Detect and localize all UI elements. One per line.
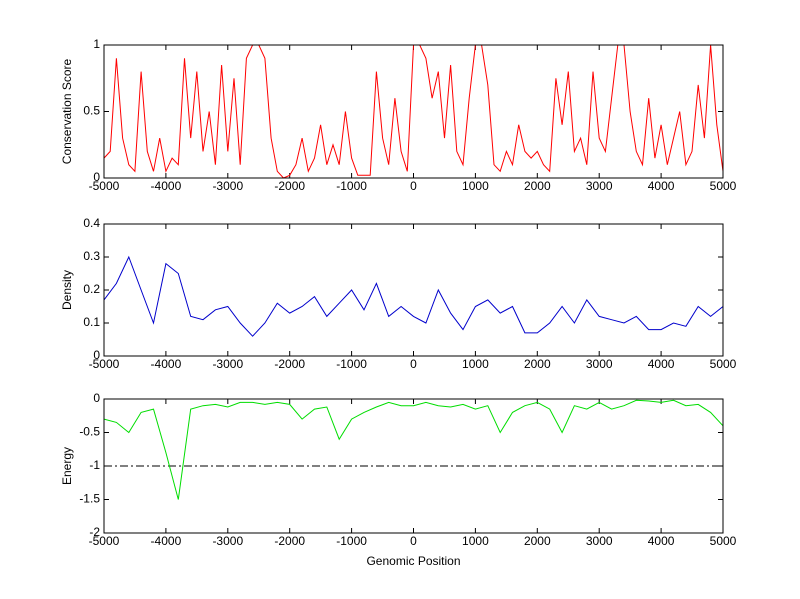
x-tick-label: -3000 [212, 179, 243, 193]
x-tick-label: 1000 [462, 357, 489, 371]
y-tick-label: 0 [93, 170, 100, 184]
y-tick-label: -0.5 [79, 425, 100, 439]
x-tick-label: 1000 [462, 179, 489, 193]
x-tick-label: 4000 [648, 357, 675, 371]
data-line [103, 399, 724, 500]
x-tick-label: 1000 [462, 534, 489, 548]
data-line [103, 255, 724, 337]
y-axis-label: Energy [60, 447, 74, 485]
x-tick-label: -4000 [151, 179, 182, 193]
x-tick-label: 0 [410, 179, 417, 193]
axes-box [103, 44, 724, 179]
axes-box [103, 398, 724, 534]
x-tick-label: -1000 [336, 179, 367, 193]
x-tick-label: 4000 [648, 179, 675, 193]
x-tick-label: -5000 [89, 534, 120, 548]
x-tick-label: -2000 [274, 179, 305, 193]
x-tick-label: 0 [410, 357, 417, 371]
x-tick-label: 5000 [710, 357, 737, 371]
x-tick-label: 4000 [648, 534, 675, 548]
x-tick-label: -5000 [89, 179, 120, 193]
y-axis-label: Conservation Score [60, 58, 74, 164]
y-tick-label: 0 [93, 391, 100, 405]
x-tick-label: 3000 [586, 179, 613, 193]
x-tick-label: 2000 [524, 534, 551, 548]
x-tick-label: -4000 [151, 534, 182, 548]
axes-box [103, 223, 724, 357]
x-tick-label: -3000 [212, 534, 243, 548]
x-tick-label: 2000 [524, 179, 551, 193]
x-axis-label: Genomic Position [366, 554, 460, 568]
x-tick-label: 3000 [586, 357, 613, 371]
x-tick-label: -4000 [151, 357, 182, 371]
y-tick-label: 0 [93, 348, 100, 362]
plot-area [104, 45, 723, 178]
x-tick-label: -5000 [89, 357, 120, 371]
x-tick-label: 0 [410, 534, 417, 548]
x-tick-label: -1000 [336, 534, 367, 548]
x-tick-label: -1000 [336, 357, 367, 371]
x-tick-label: 2000 [524, 357, 551, 371]
y-tick-label: 0.5 [83, 104, 100, 118]
y-tick-label: -2 [89, 525, 100, 539]
y-tick-label: 0.3 [83, 249, 100, 263]
plot-area [104, 224, 723, 356]
y-tick-label: 0.1 [83, 315, 100, 329]
x-tick-label: -2000 [274, 357, 305, 371]
x-tick-label: -2000 [274, 534, 305, 548]
y-axis-label: Density [60, 270, 74, 310]
y-tick-label: 0.4 [83, 216, 100, 230]
x-tick-label: 5000 [710, 534, 737, 548]
y-tick-label: -1.5 [79, 492, 100, 506]
x-tick-label: 5000 [710, 179, 737, 193]
y-tick-label: -1 [89, 458, 100, 472]
x-tick-label: -3000 [212, 357, 243, 371]
y-tick-label: 0.2 [83, 282, 100, 296]
y-tick-label: 1 [93, 37, 100, 51]
x-tick-label: 3000 [586, 534, 613, 548]
